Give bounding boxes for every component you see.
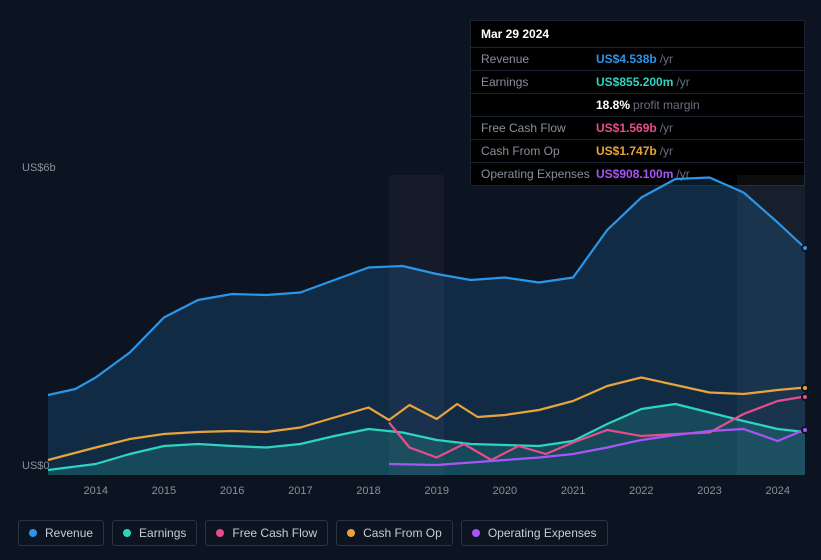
end-marker: [801, 384, 809, 392]
legend-item[interactable]: Cash From Op: [336, 520, 453, 546]
tooltip-row-value: 18.8%: [596, 98, 630, 112]
legend-dot-icon: [123, 529, 131, 537]
tooltip-row-suffix: /yr: [660, 52, 673, 66]
tooltip-row-suffix: /yr: [676, 75, 689, 89]
tooltip-row: EarningsUS$855.200m/yr: [471, 71, 804, 94]
legend-dot-icon: [472, 529, 480, 537]
plot-area[interactable]: [48, 175, 805, 475]
legend-label: Operating Expenses: [488, 526, 597, 540]
x-tick: 2020: [493, 485, 517, 497]
legend-dot-icon: [216, 529, 224, 537]
x-tick: 2015: [152, 485, 176, 497]
tooltip-row-value: US$4.538b: [596, 52, 657, 66]
x-tick: 2019: [424, 485, 448, 497]
legend-dot-icon: [347, 529, 355, 537]
x-tick: 2018: [356, 485, 380, 497]
tooltip-row: 18.8%profit margin: [471, 94, 804, 117]
legend-label: Earnings: [139, 526, 186, 540]
tooltip-row-value: US$855.200m: [596, 75, 673, 89]
x-tick: 2024: [765, 485, 789, 497]
x-tick: 2014: [83, 485, 107, 497]
x-tick: 2023: [697, 485, 721, 497]
legend-item[interactable]: Earnings: [112, 520, 197, 546]
financial-chart: Mar 29 2024 RevenueUS$4.538b/yrEarningsU…: [0, 0, 821, 560]
tooltip-row-value: US$1.569b: [596, 121, 657, 135]
legend-label: Free Cash Flow: [232, 526, 317, 540]
tooltip-row-suffix: /yr: [660, 144, 673, 158]
end-marker: [801, 244, 809, 252]
x-tick: 2021: [561, 485, 585, 497]
tooltip-row-label: Free Cash Flow: [481, 121, 596, 135]
tooltip-row: Free Cash FlowUS$1.569b/yr: [471, 117, 804, 140]
tooltip-row-label: Revenue: [481, 52, 596, 66]
tooltip-row: Cash From OpUS$1.747b/yr: [471, 140, 804, 163]
end-marker: [801, 393, 809, 401]
tooltip-row-label: Earnings: [481, 75, 596, 89]
x-tick: 2022: [629, 485, 653, 497]
legend-item[interactable]: Free Cash Flow: [205, 520, 328, 546]
yaxis-label-top: US$6b: [22, 162, 56, 174]
x-tick: 2016: [220, 485, 244, 497]
tooltip-row-suffix: profit margin: [633, 98, 700, 112]
tooltip-row: RevenueUS$4.538b/yr: [471, 48, 804, 71]
legend-label: Cash From Op: [363, 526, 442, 540]
legend-item[interactable]: Operating Expenses: [461, 520, 608, 546]
hover-tooltip: Mar 29 2024 RevenueUS$4.538b/yrEarningsU…: [470, 20, 805, 186]
x-tick: 2017: [288, 485, 312, 497]
tooltip-row-suffix: /yr: [660, 121, 673, 135]
yaxis-label-bottom: US$0: [22, 460, 50, 472]
legend-item[interactable]: Revenue: [18, 520, 104, 546]
tooltip-row-label: Cash From Op: [481, 144, 596, 158]
end-marker: [801, 426, 809, 434]
legend: Revenue Earnings Free Cash Flow Cash From O…: [18, 520, 608, 546]
chart-svg: [48, 175, 805, 475]
tooltip-date: Mar 29 2024: [471, 21, 804, 48]
legend-label: Revenue: [45, 526, 93, 540]
tooltip-row-value: US$1.747b: [596, 144, 657, 158]
legend-dot-icon: [29, 529, 37, 537]
